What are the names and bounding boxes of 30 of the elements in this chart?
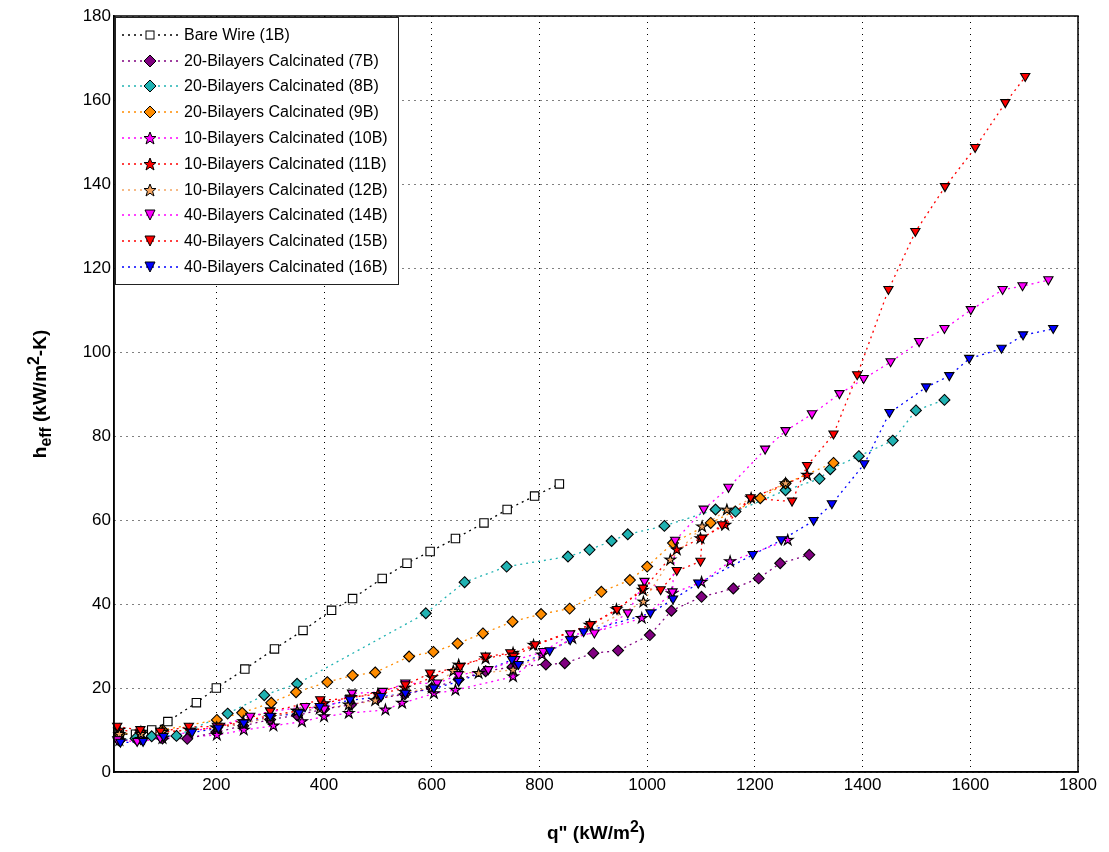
x-tick-label: 1800 (1059, 774, 1097, 794)
legend-label: Bare Wire (1B) (184, 25, 290, 44)
x-tick-label: 1000 (628, 774, 667, 794)
legend-label: 40-Bilayers Calcinated (14B) (184, 206, 388, 225)
legend-label: 10-Bilayers Calcinated (12B) (184, 180, 388, 199)
y-tick-label: 0 (101, 761, 111, 781)
legend-label: 20-Bilayers Calcinated (7B) (184, 51, 379, 70)
x-tick-label: 600 (417, 774, 446, 794)
y-tick-label: 80 (92, 425, 111, 445)
legend-label: 40-Bilayers Calcinated (16B) (184, 258, 388, 277)
y-tick-label: 180 (82, 5, 111, 25)
legend-label: 40-Bilayers Calcinated (15B) (184, 232, 388, 251)
legend-label: 10-Bilayers Calcinated (10B) (184, 129, 388, 148)
y-tick-label: 40 (92, 593, 111, 613)
legend-label: 20-Bilayers Calcinated (8B) (184, 77, 379, 96)
y-tick-label: 20 (92, 677, 111, 697)
legend-label: 20-Bilayers Calcinated (9B) (184, 103, 379, 122)
legend-label: 10-Bilayers Calcinated (11B) (184, 154, 387, 173)
x-tick-label: 800 (525, 774, 554, 794)
y-tick-label: 120 (82, 257, 111, 277)
x-tick-label: 1600 (951, 774, 990, 794)
y-tick-label: 100 (82, 341, 111, 361)
y-tick-label: 160 (82, 89, 111, 109)
x-tick-label: 1400 (843, 774, 882, 794)
x-axis-title: q" (kW/m$^{2}$) (546, 818, 646, 845)
x-tick-label: 400 (309, 774, 339, 794)
x-tick-label: 1200 (735, 774, 774, 794)
y-tick-label: 140 (82, 173, 111, 193)
y-tick-label: 60 (92, 509, 111, 529)
x-tick-label: 200 (202, 774, 231, 794)
